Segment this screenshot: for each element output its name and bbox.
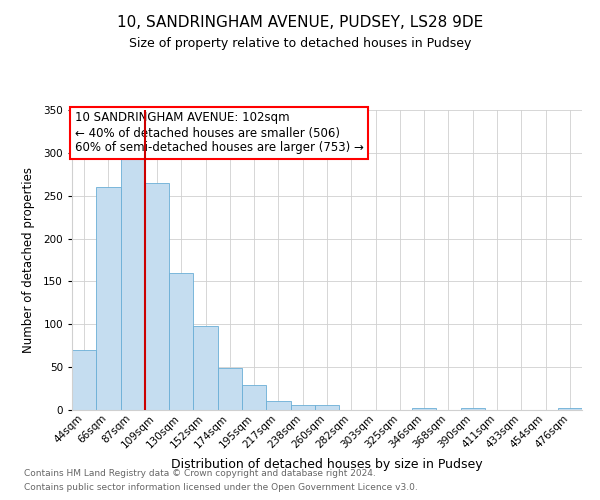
Bar: [315, 405, 339, 410]
Bar: [169, 273, 193, 410]
Text: 10 SANDRINGHAM AVENUE: 102sqm
← 40% of detached houses are smaller (506)
60% of : 10 SANDRINGHAM AVENUE: 102sqm ← 40% of d…: [74, 112, 364, 154]
Bar: [412, 408, 436, 410]
Bar: [193, 326, 218, 410]
Text: 10, SANDRINGHAM AVENUE, PUDSEY, LS28 9DE: 10, SANDRINGHAM AVENUE, PUDSEY, LS28 9DE: [117, 15, 483, 30]
Bar: [145, 183, 169, 410]
Bar: [218, 368, 242, 410]
Bar: [72, 350, 96, 410]
Bar: [266, 402, 290, 410]
X-axis label: Distribution of detached houses by size in Pudsey: Distribution of detached houses by size …: [171, 458, 483, 471]
Bar: [290, 405, 315, 410]
Bar: [242, 385, 266, 410]
Bar: [96, 187, 121, 410]
Bar: [461, 408, 485, 410]
Text: Contains public sector information licensed under the Open Government Licence v3: Contains public sector information licen…: [24, 484, 418, 492]
Text: Size of property relative to detached houses in Pudsey: Size of property relative to detached ho…: [129, 38, 471, 51]
Bar: [558, 408, 582, 410]
Bar: [121, 157, 145, 410]
Y-axis label: Number of detached properties: Number of detached properties: [22, 167, 35, 353]
Text: Contains HM Land Registry data © Crown copyright and database right 2024.: Contains HM Land Registry data © Crown c…: [24, 468, 376, 477]
